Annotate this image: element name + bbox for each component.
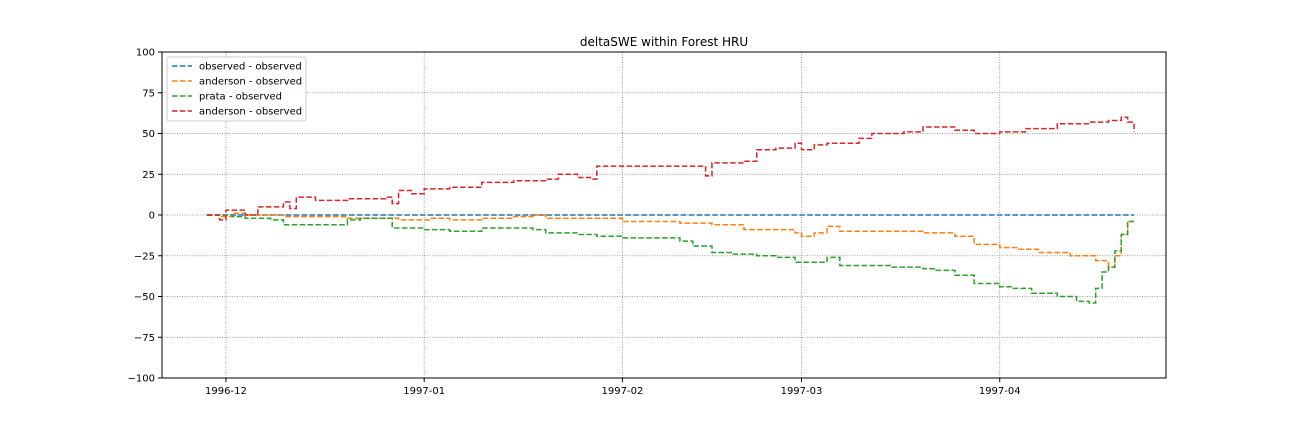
legend-label: prata - observed xyxy=(199,92,282,103)
series-line-4 xyxy=(206,116,1135,221)
legend-label: anderson - observed xyxy=(199,77,302,88)
x-tick-label: 1997-01 xyxy=(403,386,445,397)
legend-label: observed - observed xyxy=(199,62,302,73)
series-line-3 xyxy=(206,214,1135,304)
y-tick-label: −50 xyxy=(134,292,155,303)
y-tick-label: 100 xyxy=(136,48,155,59)
y-axis: 100 75 50 25 0 −25 −50 −75 −100 xyxy=(128,48,162,385)
legend: observed - observed anderson - observed pr… xyxy=(166,56,307,122)
plot-area xyxy=(206,116,1135,304)
x-tick-label: 1996-12 xyxy=(205,386,247,397)
x-tick-label: 1997-03 xyxy=(781,386,823,397)
y-tick-label: 25 xyxy=(142,170,155,181)
x-axis: 1996-12 1997-01 1997-02 1997-03 1997-04 xyxy=(205,378,1021,397)
y-tick-label: 75 xyxy=(142,88,155,99)
y-tick-label: 0 xyxy=(149,211,155,222)
legend-label: anderson - observed xyxy=(199,107,302,118)
y-tick-label: 50 xyxy=(142,129,155,140)
y-tick-label: −75 xyxy=(134,333,155,344)
x-tick-label: 1997-04 xyxy=(979,386,1021,397)
chart-title: deltaSWE within Forest HRU xyxy=(580,35,748,49)
y-tick-label: −100 xyxy=(128,374,155,385)
x-tick-label: 1997-02 xyxy=(602,386,644,397)
legend-box xyxy=(166,56,307,122)
y-tick-label: −25 xyxy=(134,251,155,262)
series-line-2 xyxy=(206,212,1135,268)
axes-frame xyxy=(161,51,1167,379)
